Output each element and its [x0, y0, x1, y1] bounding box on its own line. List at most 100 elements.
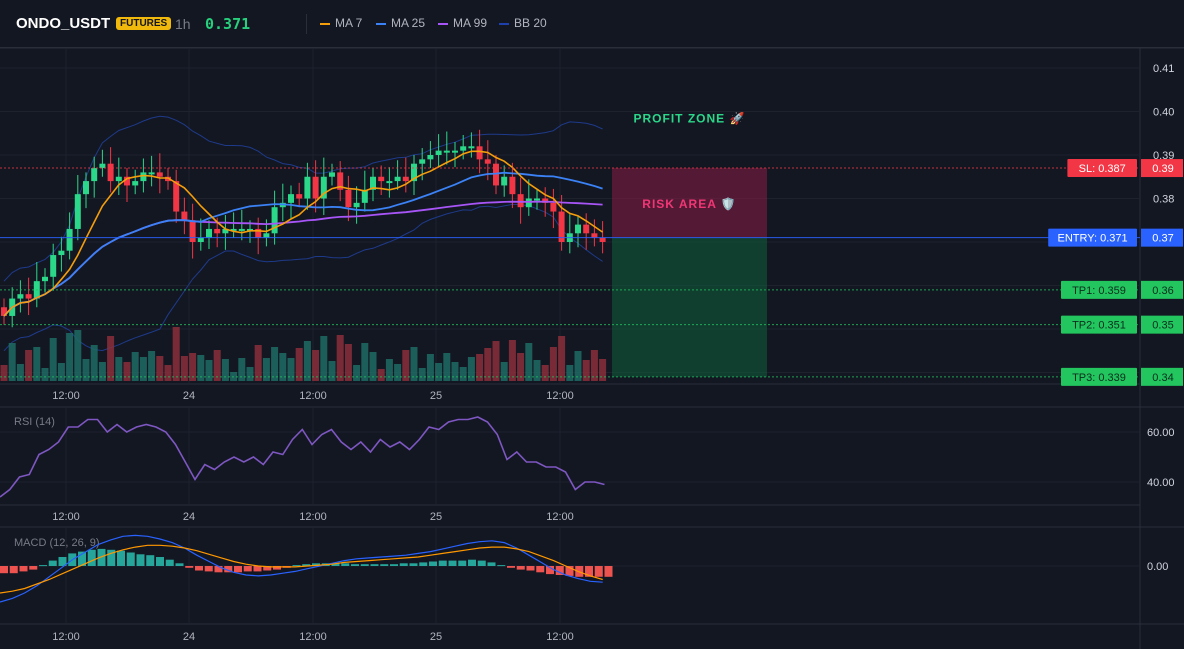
candle-body	[42, 276, 48, 282]
volume-bar	[115, 357, 123, 381]
macd-histogram-bar	[107, 549, 116, 566]
candle-body	[558, 211, 565, 242]
volume-bar	[435, 363, 443, 381]
candle-body	[402, 176, 409, 182]
volume-bar	[33, 347, 41, 381]
volume-bar	[57, 363, 65, 381]
candle-body	[1, 307, 7, 316]
candle-body	[255, 228, 262, 238]
volume-bar	[197, 355, 205, 381]
macd-histogram-bar	[594, 566, 603, 577]
candle-body	[550, 202, 557, 212]
volume-bar	[205, 360, 213, 381]
legend-bb20[interactable]: BB 20	[499, 16, 547, 30]
macd-histogram-bar	[331, 563, 340, 566]
candle-body	[452, 150, 458, 153]
symbol-name[interactable]: ONDO_USDT	[16, 15, 111, 32]
candle-body	[50, 255, 57, 277]
legend-ma25-label: MA 25	[391, 16, 426, 30]
macd-histogram-bar	[468, 559, 476, 566]
volume-bar	[312, 350, 320, 381]
candle-body	[484, 159, 491, 164]
tp1-label: TP1: 0.359	[1072, 285, 1126, 297]
macd-histogram-bar	[477, 560, 486, 566]
candle-body	[83, 181, 89, 195]
candle-body	[476, 146, 483, 160]
candle-body	[181, 211, 188, 221]
signal-line	[0, 544, 603, 594]
candle-body	[493, 163, 499, 186]
candle-body	[238, 228, 245, 231]
macd-histogram-bar	[224, 566, 233, 573]
candle-body	[468, 146, 475, 149]
candle-body	[370, 176, 376, 190]
candle-body	[173, 181, 180, 212]
volume-bar	[508, 340, 516, 381]
ma25-line	[3, 171, 603, 317]
candle-body	[263, 233, 270, 238]
volume-bar	[139, 357, 147, 381]
candle-body	[394, 176, 401, 182]
candle-body	[148, 172, 155, 175]
volume-bar	[394, 364, 402, 381]
entry-label-box	[1048, 228, 1137, 247]
macd-histogram-bar	[370, 564, 379, 566]
candle-body	[583, 224, 590, 234]
candle-body	[91, 168, 98, 182]
candle-body	[419, 159, 426, 164]
time-tick-label: 25	[430, 390, 442, 402]
macd-histogram-bar	[516, 566, 525, 570]
macd-histogram-bar	[234, 566, 242, 573]
price-tick-label: 0.39	[1153, 150, 1174, 162]
macd-histogram-bar	[487, 562, 496, 566]
macd-histogram-bar	[399, 563, 408, 566]
interval-selector[interactable]: 1h	[175, 16, 191, 32]
bb-lower-line	[3, 203, 603, 352]
candle-body	[435, 150, 442, 155]
volume-bar	[558, 336, 566, 381]
macd-histogram-bar	[360, 564, 369, 566]
volume-bar	[164, 365, 172, 381]
candle-body	[361, 189, 368, 203]
entry-axis-label: 0.37	[1152, 233, 1173, 245]
volume-bar	[271, 347, 279, 381]
volume-bar	[238, 358, 246, 381]
volume-bar	[377, 369, 385, 381]
macd-histogram-bar	[253, 566, 262, 572]
last-price: 0.371	[205, 15, 251, 33]
tp2-axis-label: 0.35	[1152, 320, 1173, 332]
legend-ma99[interactable]: MA 99	[438, 16, 487, 30]
tp1-axis-box	[1141, 280, 1183, 299]
macd-histogram-bar	[409, 563, 418, 566]
macd-histogram-bar	[565, 566, 574, 576]
volume-bar	[353, 365, 361, 381]
legend-ma25[interactable]: MA 25	[376, 16, 425, 30]
volume-bar	[599, 359, 607, 381]
candle-body	[517, 194, 524, 208]
candle-body	[222, 228, 229, 234]
volume-bar	[221, 359, 229, 381]
candle-body	[214, 228, 221, 234]
candle-body	[107, 163, 114, 182]
candle-body	[132, 181, 139, 186]
bb-upper-line	[3, 115, 603, 282]
macd-tick-label: 0.00	[1147, 561, 1168, 573]
candle-body	[591, 233, 598, 238]
tp3-label-box	[1061, 367, 1137, 386]
volume-bar	[484, 348, 492, 381]
legend-ma7[interactable]: MA 7	[320, 16, 362, 30]
candle-body	[230, 228, 237, 231]
volume-bar	[549, 347, 557, 381]
macd-histogram-bar	[555, 566, 564, 575]
time-tick-label: 24	[183, 631, 195, 643]
time-tick-label: 24	[183, 511, 195, 523]
volume-bar	[582, 360, 590, 381]
rsi-tick-label: 40.00	[1147, 477, 1175, 489]
entry-axis-box	[1141, 228, 1183, 247]
candle-body	[124, 176, 130, 186]
time-tick-label: 25	[430, 631, 442, 643]
macd-histogram-bar	[39, 565, 47, 567]
macd-histogram-bar	[312, 563, 320, 566]
risk-area-label: RISK AREA 🛡️	[642, 197, 736, 211]
